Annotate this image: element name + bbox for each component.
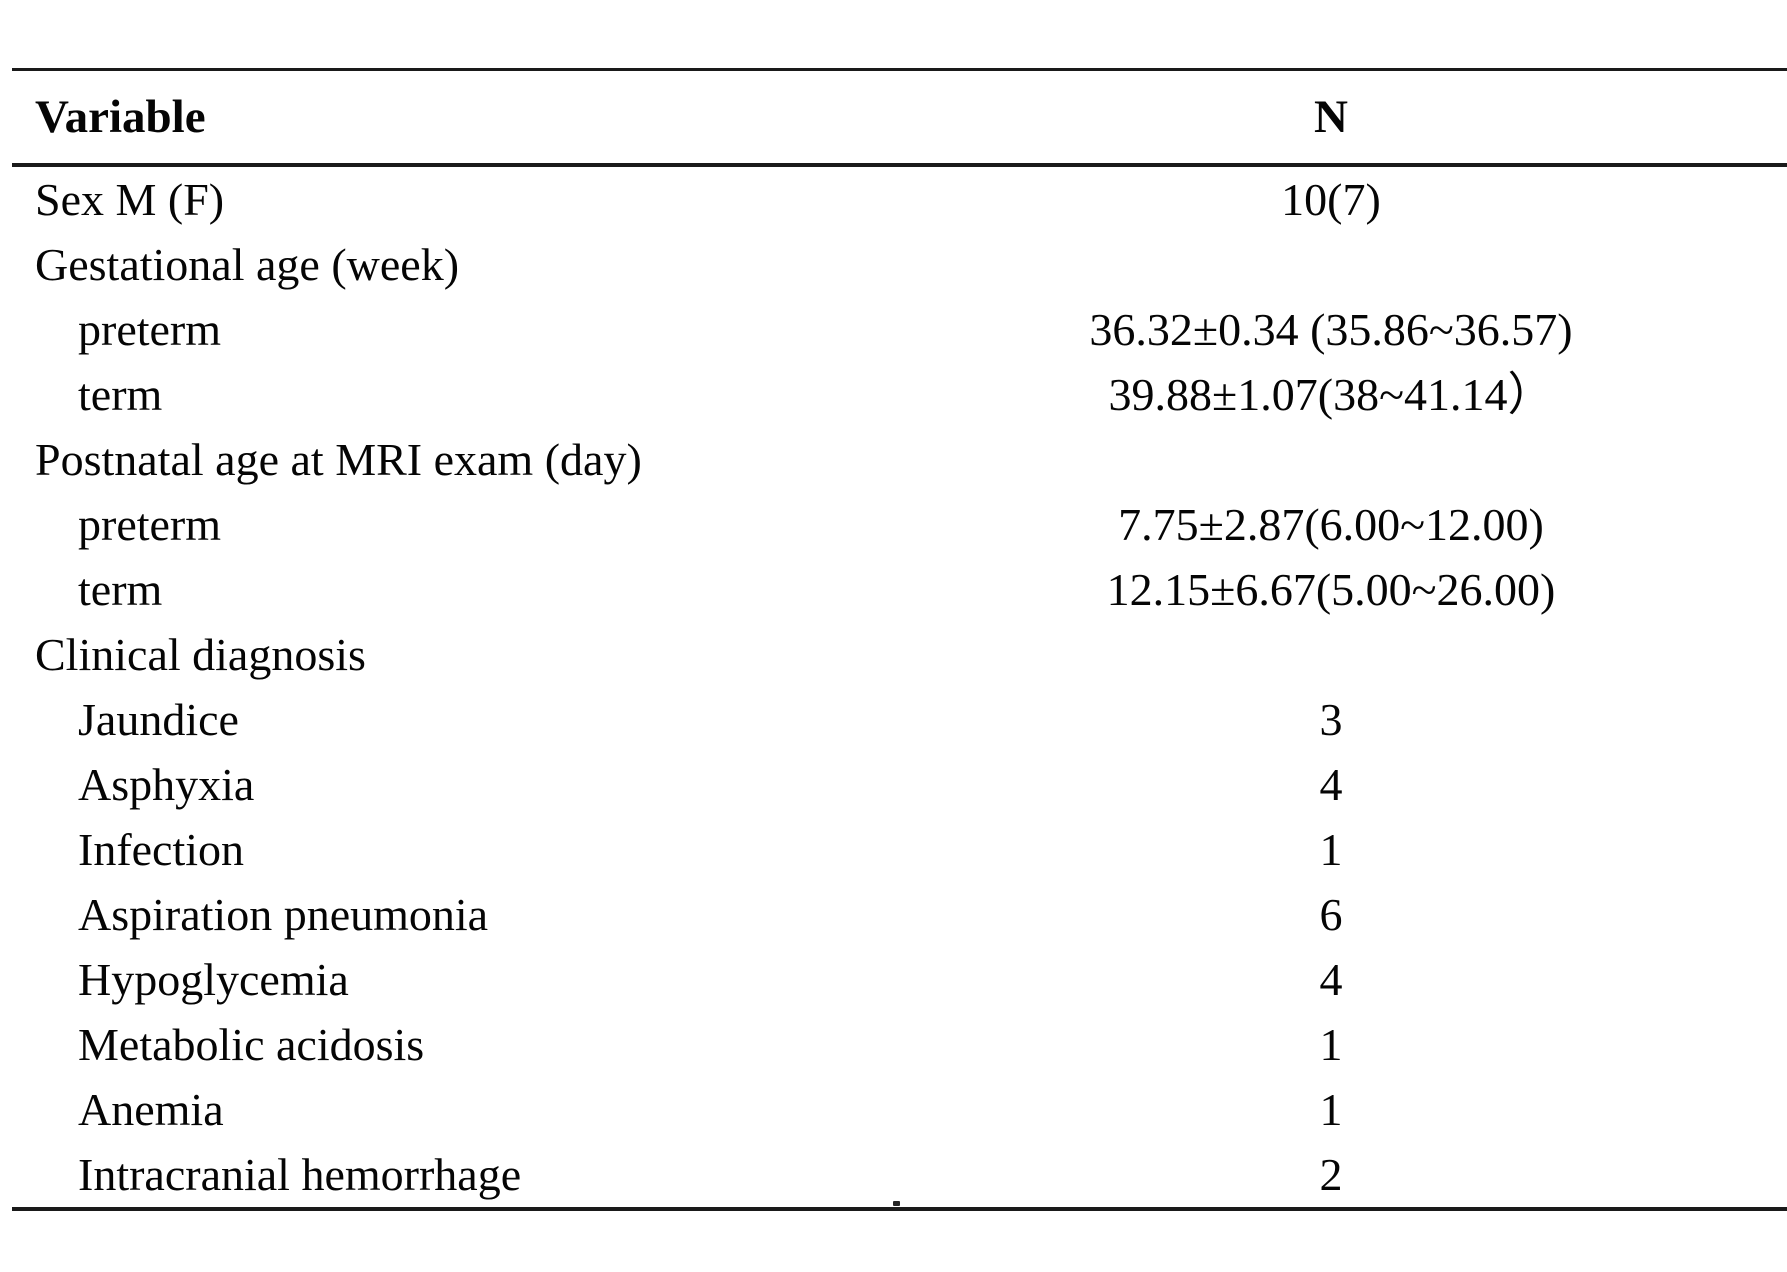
row-value: 4: [1319, 759, 1343, 810]
table-row: Aspiration pneumonia 6: [12, 882, 1787, 947]
row-value: 10(7): [1281, 174, 1381, 225]
row-label: preterm: [78, 499, 222, 550]
table-header: Variable N: [12, 69, 1787, 167]
row-value: 4: [1319, 954, 1343, 1005]
row-value: 12.15±6.67(5.00~26.00): [1106, 564, 1556, 615]
table-row: preterm 36.32±0.34 (35.86~36.57): [12, 297, 1787, 362]
column-header-n: N: [875, 69, 1787, 167]
row-value: 6: [1319, 889, 1343, 940]
row-value: 1: [1319, 1019, 1343, 1070]
row-value: [875, 232, 1787, 297]
row-value: 39.88±1.07(38~41.14）: [1108, 369, 1554, 420]
row-value: 1: [1319, 1084, 1343, 1135]
table-row: Asphyxia 4: [12, 752, 1787, 817]
row-label: Hypoglycemia: [78, 954, 349, 1005]
table-row: Infection 1: [12, 817, 1787, 882]
scan-artifact-mark: [893, 1201, 900, 1206]
table-row: term 39.88±1.07(38~41.14）: [12, 362, 1787, 427]
table-row: Gestational age (week): [12, 232, 1787, 297]
row-label: Infection: [78, 824, 245, 875]
row-label: Gestational age (week): [35, 239, 460, 290]
table-row: Clinical diagnosis: [12, 622, 1787, 687]
row-label: Asphyxia: [78, 759, 255, 810]
row-label: Sex M (F): [35, 174, 225, 225]
table-header-row: Variable N: [12, 69, 1787, 167]
column-header-variable: Variable: [12, 69, 875, 167]
table-row: term 12.15±6.67(5.00~26.00): [12, 557, 1787, 622]
row-value: [875, 622, 1787, 687]
table-row: Sex M (F) 10(7): [12, 165, 1787, 232]
row-value: 3: [1319, 694, 1343, 745]
row-label: Aspiration pneumonia: [78, 889, 489, 940]
row-value: 36.32±0.34 (35.86~36.57): [1089, 304, 1573, 355]
table-row: Metabolic acidosis 1: [12, 1012, 1787, 1077]
table-row: Anemia 1: [12, 1077, 1787, 1142]
row-label: Postnatal age at MRI exam (day): [35, 434, 642, 485]
row-label: preterm: [78, 304, 222, 355]
row-label: Intracranial hemorrhage: [78, 1149, 522, 1200]
row-value: 7.75±2.87(6.00~12.00): [1118, 499, 1544, 550]
row-label: term: [78, 564, 163, 615]
row-label: Anemia: [78, 1084, 224, 1135]
table-body: Sex M (F) 10(7) Gestational age (week) pret…: [12, 165, 1787, 1209]
row-label: Clinical diagnosis: [35, 629, 366, 680]
row-label: term: [78, 369, 163, 420]
row-label: Metabolic acidosis: [78, 1019, 425, 1070]
table-row: preterm 7.75±2.87(6.00~12.00): [12, 492, 1787, 557]
table-row: Intracranial hemorrhage 2: [12, 1142, 1787, 1209]
row-value: 1: [1319, 824, 1343, 875]
table-row: Hypoglycemia 4: [12, 947, 1787, 1012]
demographics-table: Variable N Sex M (F) 10(7) Gestational age…: [12, 68, 1787, 1211]
row-value: 2: [1319, 1149, 1343, 1200]
table-row: Jaundice 3: [12, 687, 1787, 752]
row-label: Jaundice: [78, 694, 239, 745]
row-value: [875, 427, 1787, 492]
table-row: Postnatal age at MRI exam (day): [12, 427, 1787, 492]
